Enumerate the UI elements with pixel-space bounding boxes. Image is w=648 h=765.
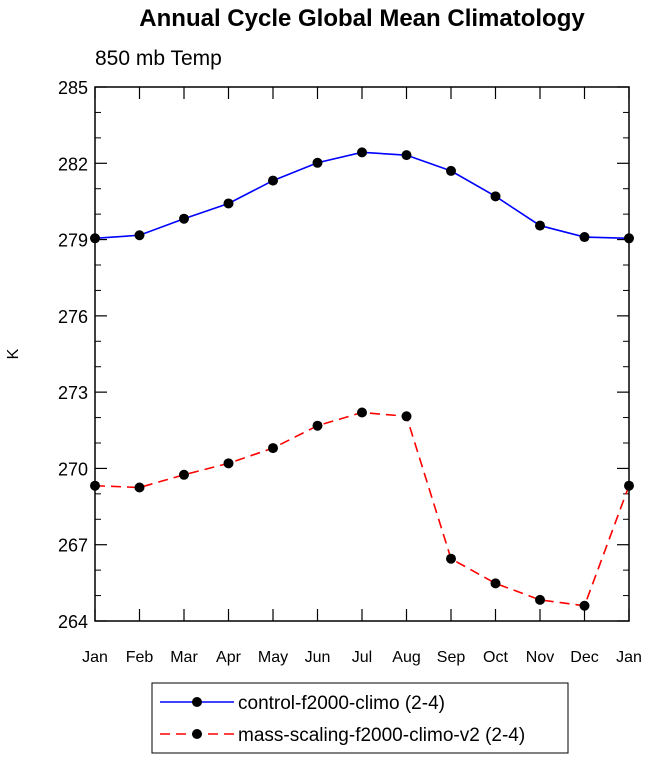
chart-subtitle: 850 mb Temp — [95, 47, 222, 70]
plot-frame — [94, 86, 630, 622]
x-tick-label: Jan — [616, 649, 642, 666]
y-tick-label: 264 — [58, 612, 88, 632]
series-2-point — [179, 469, 189, 480]
series-2-point — [535, 594, 545, 605]
series-1-point — [90, 233, 100, 244]
series-2-point — [446, 553, 456, 564]
x-tick-label: May — [258, 649, 288, 666]
series-1-point — [357, 147, 367, 158]
legend-label-1: control-f2000-climo (2-4) — [238, 693, 445, 714]
series-markers — [90, 147, 634, 611]
legend-box — [151, 682, 569, 754]
series-1-point — [179, 213, 189, 224]
chart-title: Annual Cycle Global Mean Climatology — [139, 5, 585, 32]
y-tick-label: 279 — [58, 231, 88, 251]
x-tick-label: Jul — [352, 649, 372, 666]
x-tick-label: Feb — [126, 649, 154, 666]
x-tick-label: Sep — [437, 649, 466, 666]
y-tick-label: 276 — [58, 307, 88, 327]
x-tick-label: Dec — [570, 649, 598, 666]
y-tick-label: 270 — [58, 459, 88, 479]
series-1-point — [624, 233, 634, 244]
series-2-point — [624, 480, 634, 491]
series-2-point — [312, 420, 323, 431]
series-1-point — [134, 230, 145, 241]
series-1-point — [401, 150, 412, 161]
series-1-point — [579, 232, 590, 243]
y-tick-label: 285 — [58, 78, 88, 98]
axis-ticks: 264 267 270 273 276 279 282 285 Jan Feb Mar Apr May J… — [58, 78, 642, 666]
x-tick-label: Jun — [305, 649, 331, 666]
legend-label-2: mass-scaling-f2000-climo-v2 (2-4) — [238, 725, 525, 746]
series-line-1 — [94, 151, 630, 240]
series-1-point — [535, 220, 545, 231]
y-axis-label: K — [5, 348, 22, 359]
y-tick-label: 267 — [58, 536, 88, 556]
legend: control-f2000-climo (2-4) mass-scaling-f2… — [151, 682, 569, 754]
legend-marker-2 — [192, 729, 202, 739]
x-tick-label: Aug — [392, 649, 420, 666]
series-1-point — [312, 157, 323, 168]
x-tick-label: Mar — [170, 649, 198, 666]
y-tick-label: 273 — [58, 383, 88, 403]
x-tick-label: Nov — [526, 649, 554, 666]
series-2-point — [223, 458, 234, 469]
series-1-point — [268, 175, 278, 186]
x-tick-label: Jan — [82, 649, 108, 666]
series-1-point — [490, 191, 501, 202]
series-2-point — [401, 411, 412, 422]
series-2-point — [357, 407, 367, 418]
series-2-point — [90, 480, 100, 491]
series-1-point — [446, 165, 456, 176]
series-line-2 — [94, 411, 630, 607]
series-2-point — [579, 600, 590, 611]
x-tick-label: Oct — [483, 649, 508, 666]
series-lines — [94, 151, 630, 607]
x-tick-label: Apr — [216, 649, 242, 666]
series-1-point — [223, 198, 234, 209]
series-2-point — [490, 578, 501, 589]
series-2-point — [268, 443, 278, 454]
series-2-point — [134, 482, 145, 493]
y-tick-label: 282 — [58, 154, 88, 174]
legend-marker-1 — [192, 697, 202, 707]
